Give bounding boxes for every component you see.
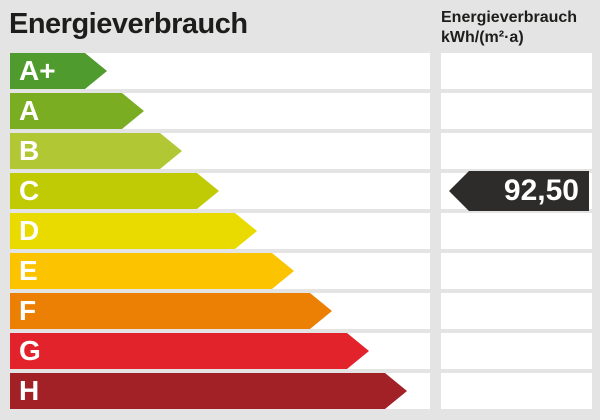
class-letter: A+ — [19, 55, 56, 86]
scale-row-E: E — [0, 253, 600, 289]
scale-row-A: A — [0, 93, 600, 129]
value-column-cell — [441, 373, 592, 409]
unit-header-line2: kWh/(m²·a) — [441, 29, 524, 46]
value-column-cell — [441, 53, 592, 89]
value-indicator: 92,50 — [449, 171, 589, 211]
class-bar-H: H — [10, 373, 407, 409]
class-letter: G — [19, 335, 41, 366]
scale-row-G: G — [0, 333, 600, 369]
unit-header: Energieverbrauch kWh/(m²·a) — [441, 8, 577, 48]
class-bar-A+: A+ — [10, 53, 107, 89]
class-bar-G: G — [10, 333, 369, 369]
value-indicator-label: 92,50 — [503, 174, 579, 207]
class-letter: B — [19, 135, 40, 166]
page-title: Energieverbrauch — [9, 8, 248, 40]
scale-row-A+: A+ — [0, 53, 600, 89]
value-column-cell — [441, 213, 592, 249]
class-bar-C: C — [10, 173, 219, 209]
scale-row-B: B — [0, 133, 600, 169]
scale-row-D: D — [0, 213, 600, 249]
class-bar-A: A — [10, 93, 144, 129]
class-letter: F — [19, 295, 37, 326]
value-column-cell — [441, 333, 592, 369]
class-bar-B: B — [10, 133, 182, 169]
class-bar-D: D — [10, 213, 257, 249]
class-bar-F: F — [10, 293, 332, 329]
scale-row-F: F — [0, 293, 600, 329]
class-bar-E: E — [10, 253, 294, 289]
value-column-cell — [441, 93, 592, 129]
scale-row-H: H — [0, 373, 600, 409]
unit-header-line1: Energieverbrauch — [441, 9, 578, 26]
class-letter: C — [19, 175, 40, 206]
value-column-cell — [441, 253, 592, 289]
class-letter: E — [19, 255, 38, 286]
value-column-cell — [441, 133, 592, 169]
class-letter: A — [19, 95, 40, 126]
value-column-cell — [441, 293, 592, 329]
class-letter: H — [19, 375, 40, 406]
class-letter: D — [19, 215, 40, 246]
